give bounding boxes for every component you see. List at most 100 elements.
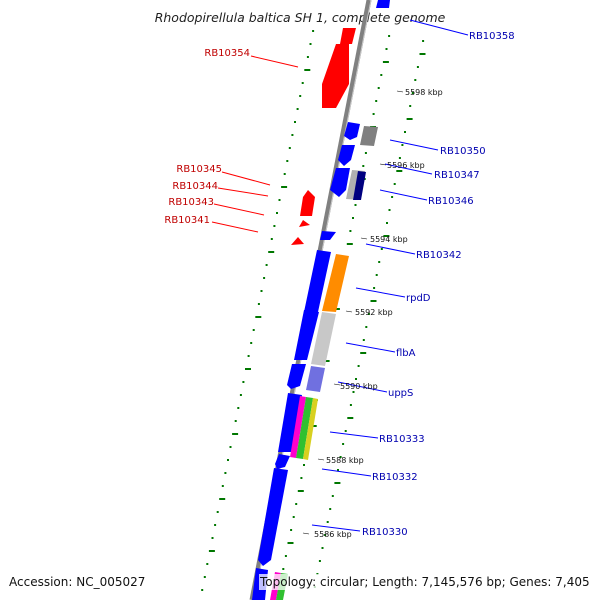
orf-tick xyxy=(422,40,425,42)
orf-tick xyxy=(295,503,298,505)
cog-block-green xyxy=(296,397,313,459)
orf-tick xyxy=(406,118,413,120)
orf-tick xyxy=(211,537,214,539)
orf-tick xyxy=(362,339,365,341)
gene-label-RB10341[interactable]: RB10341 xyxy=(164,215,210,226)
gene-flbA[interactable] xyxy=(294,310,319,360)
orf-tick xyxy=(294,121,296,123)
gene-label-RB10346[interactable]: RB10346 xyxy=(428,196,474,207)
scale-label: 5592 kbp xyxy=(355,308,393,317)
gene-label-RB10343[interactable]: RB10343 xyxy=(168,197,214,208)
gene-RB10347[interactable] xyxy=(338,145,355,166)
gene-label-RB10347[interactable]: RB10347 xyxy=(434,170,480,181)
orf-tick xyxy=(286,160,289,162)
gene-label-RB10330[interactable]: RB10330 xyxy=(362,527,408,538)
gene-RB10342[interactable] xyxy=(320,231,336,240)
orf-tick xyxy=(337,469,339,471)
orf-tick xyxy=(321,547,324,549)
orf-tick xyxy=(416,66,419,68)
orf-tick xyxy=(367,313,370,315)
gene-label-RB10342[interactable]: RB10342 xyxy=(416,250,462,261)
forward-gene-labels: RB10358 RB10350 RB10347 RB10346 RB10342 … xyxy=(362,31,515,538)
orf-tick xyxy=(304,69,311,71)
gene-label-flbA[interactable]: flbA xyxy=(396,348,416,359)
gene-uppS[interactable] xyxy=(287,364,306,389)
orf-tick xyxy=(260,290,263,292)
orf-tick xyxy=(380,248,383,250)
orf-tick xyxy=(375,274,378,276)
scale-label: 5598 kbp xyxy=(405,88,443,97)
gene-label-RB10345[interactable]: RB10345 xyxy=(176,164,222,175)
orf-tick xyxy=(370,300,377,302)
orf-tick xyxy=(296,108,299,110)
gene-RB10354[interactable] xyxy=(322,44,349,108)
orf-tick xyxy=(385,48,388,50)
gene-RB10346[interactable] xyxy=(330,168,350,197)
orf-tick xyxy=(382,61,389,63)
cog-block-navy xyxy=(353,171,366,200)
gene-label-RB10350[interactable]: RB10350 xyxy=(440,146,486,157)
orf-tick xyxy=(388,35,391,37)
gene-RB10343[interactable] xyxy=(299,220,310,227)
scale-marks xyxy=(302,90,404,535)
orf-tick xyxy=(372,113,375,115)
reverse-leader-lines xyxy=(211,55,299,233)
gene-RB10333[interactable] xyxy=(278,393,302,452)
orf-tick xyxy=(357,365,360,367)
topology-backdrop xyxy=(259,574,592,590)
orf-tick xyxy=(312,30,315,32)
scale-label: 5588 kbp xyxy=(326,456,364,465)
gene-rpdD[interactable] xyxy=(304,250,331,312)
cog-block-silver xyxy=(311,312,336,366)
orf-tick xyxy=(342,443,345,445)
orf-tick xyxy=(303,464,305,466)
orf-tick xyxy=(309,43,312,45)
scale-label: 5586 kbp xyxy=(314,530,352,539)
gene-RB10332[interactable] xyxy=(275,454,290,469)
orf-tick xyxy=(323,360,330,362)
gene-label-RB10358[interactable]: RB10358 xyxy=(469,31,515,42)
gene-label-RB10333[interactable]: RB10333 xyxy=(379,434,425,445)
gene-RB10345[interactable] xyxy=(300,190,315,216)
orf-tick xyxy=(409,105,412,107)
gene-label-RB10332[interactable]: RB10332 xyxy=(372,472,418,483)
orf-tick xyxy=(252,329,255,331)
gene-label-RB10354[interactable]: RB10354 xyxy=(204,48,250,59)
gene-label-rpdD[interactable]: rpdD xyxy=(406,293,431,304)
orf-tick xyxy=(288,147,291,149)
cog-block-orange xyxy=(322,254,349,312)
gene-RB10354-top[interactable] xyxy=(340,28,356,44)
orf-tick xyxy=(331,495,334,497)
orf-tick xyxy=(347,417,354,419)
orf-tick xyxy=(291,134,294,136)
orf-tick xyxy=(346,243,353,245)
forward-leader-lines xyxy=(311,19,469,532)
orf-tick xyxy=(419,53,426,55)
gene-label-uppS[interactable]: uppS xyxy=(388,388,413,399)
orf-tick xyxy=(239,394,242,396)
orf-tick xyxy=(265,264,268,266)
cog-block-gray-1 xyxy=(360,126,378,146)
orf-tick xyxy=(299,95,302,97)
scale-label: 5596 kbp xyxy=(387,161,425,170)
orf-tick xyxy=(284,555,287,557)
orf-tick xyxy=(268,251,275,253)
orf-tick xyxy=(333,308,340,310)
gene-RB10330[interactable] xyxy=(258,468,288,566)
orf-tick xyxy=(352,217,354,219)
gene-RB10358[interactable] xyxy=(376,0,390,8)
topology-text: Topology: circular; Length: 7,145,576 bp… xyxy=(259,575,590,589)
orf-tick xyxy=(278,199,281,201)
scale-label: 5594 kbp xyxy=(370,235,408,244)
gene-label-RB10344[interactable]: RB10344 xyxy=(172,181,218,192)
orf-tick xyxy=(282,568,285,570)
gene-RB10341[interactable] xyxy=(291,237,304,245)
orf-tick xyxy=(234,420,237,422)
orf-tick xyxy=(352,391,355,393)
orf-tick xyxy=(257,303,260,305)
orf-tick xyxy=(270,238,273,240)
gene-RB10350[interactable] xyxy=(344,122,360,140)
orf-tick xyxy=(401,144,404,146)
map-title: Rhodopirellula baltica SH 1, complete ge… xyxy=(155,10,446,25)
